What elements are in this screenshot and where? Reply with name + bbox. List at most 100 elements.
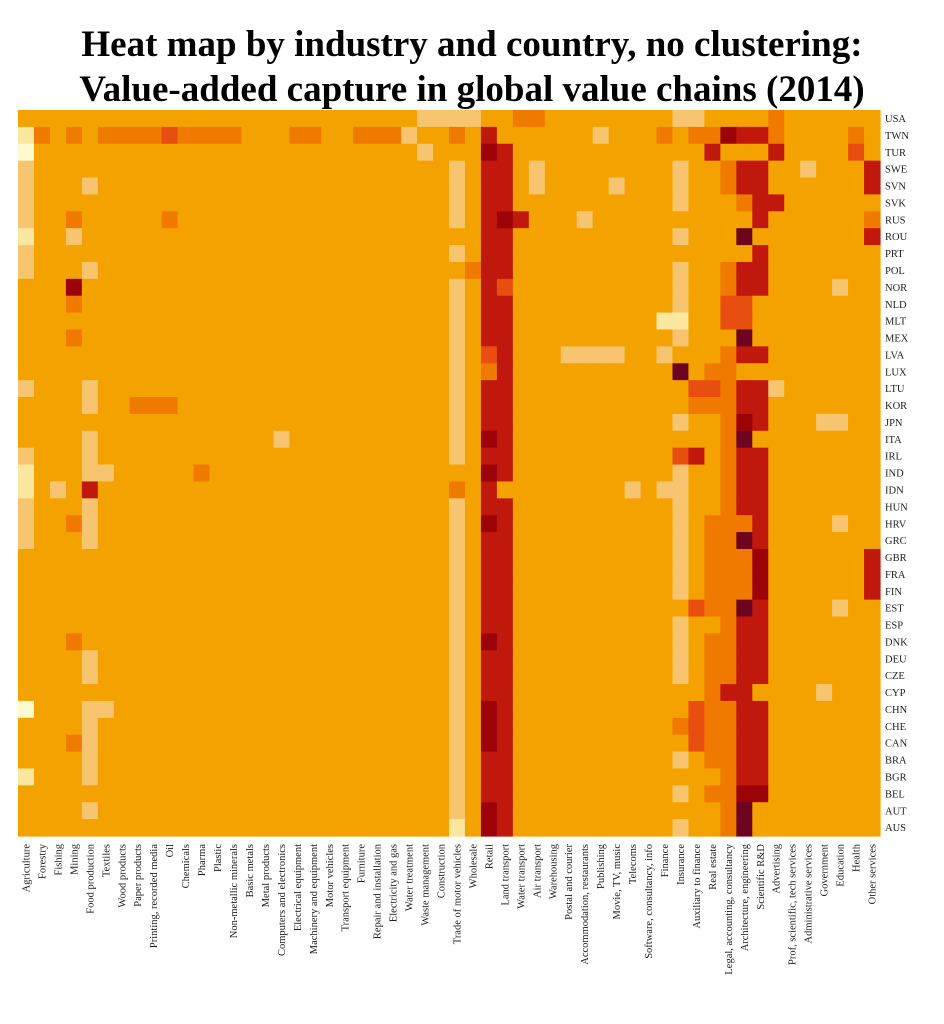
industry-label-publishing: Publishing	[596, 843, 607, 889]
industry-label-education: Education	[836, 843, 847, 886]
cell-fra-postal-and-courier	[560, 565, 578, 584]
cell-irl-motor-vehicles	[321, 447, 338, 466]
cell-ind-administrative-services	[800, 464, 817, 483]
cell-chn-printing-recorded-media	[145, 700, 163, 719]
cell-aut-water-transport	[512, 802, 530, 820]
cell-est-motor-vehicles	[321, 599, 338, 618]
cell-lux-wholesale	[464, 363, 482, 381]
cell-ind-motor-vehicles	[321, 464, 338, 483]
cell-che-software-consultancy-info	[640, 717, 658, 736]
cell-aut-legal-accounting-consultancy	[720, 802, 737, 820]
cell-nor-forestry	[33, 278, 51, 297]
cell-hun-scientific-r-d	[752, 498, 769, 516]
cell-prt-furniture	[353, 245, 370, 263]
cell-tur-government	[816, 143, 833, 162]
cell-nor-prof-scientific-tech-services	[784, 278, 801, 297]
cell-ind-paper-products	[129, 464, 147, 483]
cell-lva-chemicals	[177, 346, 195, 364]
cell-swe-non-metallic-minerals	[225, 160, 243, 179]
cell-mex-auxiliary-to-finance	[688, 329, 705, 347]
cell-twn-government	[816, 126, 833, 145]
cell-che-food-production	[81, 717, 99, 736]
cell-svn-non-metallic-minerals	[225, 177, 243, 196]
cell-cyp-education	[832, 684, 849, 702]
cell-fra-wood-products	[113, 565, 131, 584]
cell-prt-printing-recorded-media	[145, 245, 163, 263]
cell-che-auxiliary-to-finance	[688, 717, 705, 736]
cell-twn-water-treatment	[401, 126, 418, 145]
cell-fin-water-treatment	[401, 582, 418, 601]
cell-nld-telecoms	[624, 295, 642, 314]
cell-can-wood-products	[113, 734, 131, 753]
cell-esp-repair-and-installation	[369, 616, 386, 634]
cell-nld-pharma	[193, 295, 211, 314]
cell-aut-forestry	[33, 802, 51, 820]
cell-usa-metal-products	[257, 110, 274, 128]
country-label-lux: LUX	[885, 367, 907, 378]
cell-esp-oil	[161, 616, 179, 634]
cell-bra-water-treatment	[401, 751, 418, 770]
cell-cze-administrative-services	[800, 667, 817, 685]
cell-bra-metal-products	[257, 751, 274, 770]
cell-cze-other-services	[864, 667, 881, 685]
cell-hrv-legal-accounting-consultancy	[720, 515, 737, 533]
country-label-pol: POL	[885, 266, 905, 277]
cell-prt-telecoms	[624, 245, 642, 263]
cell-che-land-transport	[496, 717, 514, 736]
cell-cze-transport-equipment	[337, 667, 354, 685]
cell-fra-insurance	[672, 565, 690, 584]
cell-svn-trade-of-motor-vehicles	[449, 177, 466, 196]
cell-usa-wood-products	[113, 110, 131, 128]
cell-irl-fishing	[49, 447, 67, 466]
cell-rou-real-estate	[704, 228, 721, 246]
cell-chn-wood-products	[113, 700, 131, 719]
cell-twn-printing-recorded-media	[145, 126, 163, 145]
cell-hun-water-transport	[512, 498, 530, 516]
cell-nor-telecoms	[624, 278, 642, 297]
cell-ltu-retail	[480, 380, 498, 398]
country-label-mlt: MLT	[885, 317, 907, 328]
cell-deu-furniture	[353, 650, 370, 668]
cell-pol-air-transport	[528, 261, 546, 280]
cell-usa-basic-metals	[241, 110, 259, 128]
cell-idn-plastic	[209, 481, 227, 499]
cell-lux-machinery-and-equipment	[305, 363, 322, 381]
cell-grc-metal-products	[257, 532, 274, 550]
cell-chn-telecoms	[624, 700, 642, 719]
cell-mex-transport-equipment	[337, 329, 354, 347]
cell-ind-movie-tv-music	[608, 464, 626, 483]
cell-lux-motor-vehicles	[321, 363, 338, 381]
cell-tur-electrical-equipment	[289, 143, 306, 162]
cell-jpn-retail	[480, 413, 498, 432]
cell-dnk-real-estate	[704, 633, 721, 651]
country-label-mex: MEX	[885, 334, 909, 345]
cell-hun-education	[832, 498, 849, 516]
cell-che-real-estate	[704, 717, 721, 736]
cell-nor-textiles	[97, 278, 115, 297]
cell-can-chemicals	[177, 734, 195, 753]
cell-esp-trade-of-motor-vehicles	[449, 616, 466, 634]
cell-deu-legal-accounting-consultancy	[720, 650, 737, 668]
cell-svk-oil	[161, 194, 179, 212]
country-label-usa: USA	[885, 114, 906, 125]
cell-lva-postal-and-courier	[560, 346, 578, 364]
cell-aus-motor-vehicles	[321, 819, 338, 837]
cell-che-transport-equipment	[337, 717, 354, 736]
cell-usa-air-transport	[528, 110, 546, 128]
cell-irl-trade-of-motor-vehicles	[449, 447, 466, 466]
cell-nor-electrical-equipment	[289, 278, 306, 297]
cell-ind-agriculture	[18, 464, 35, 483]
cell-swe-legal-accounting-consultancy	[720, 160, 737, 179]
cell-chn-advertising	[768, 700, 785, 719]
cell-lva-trade-of-motor-vehicles	[449, 346, 466, 364]
cell-bra-repair-and-installation	[369, 751, 386, 770]
cell-deu-prof-scientific-tech-services	[784, 650, 801, 668]
cell-bgr-telecoms	[624, 768, 642, 786]
cell-aus-warehousing	[544, 819, 562, 837]
cell-usa-waste-management	[417, 110, 434, 128]
cell-idn-mining	[65, 481, 83, 499]
cell-hrv-water-transport	[512, 515, 530, 533]
cell-ind-water-treatment	[401, 464, 418, 483]
cell-bgr-water-treatment	[401, 768, 418, 786]
cell-bel-water-transport	[512, 785, 530, 803]
